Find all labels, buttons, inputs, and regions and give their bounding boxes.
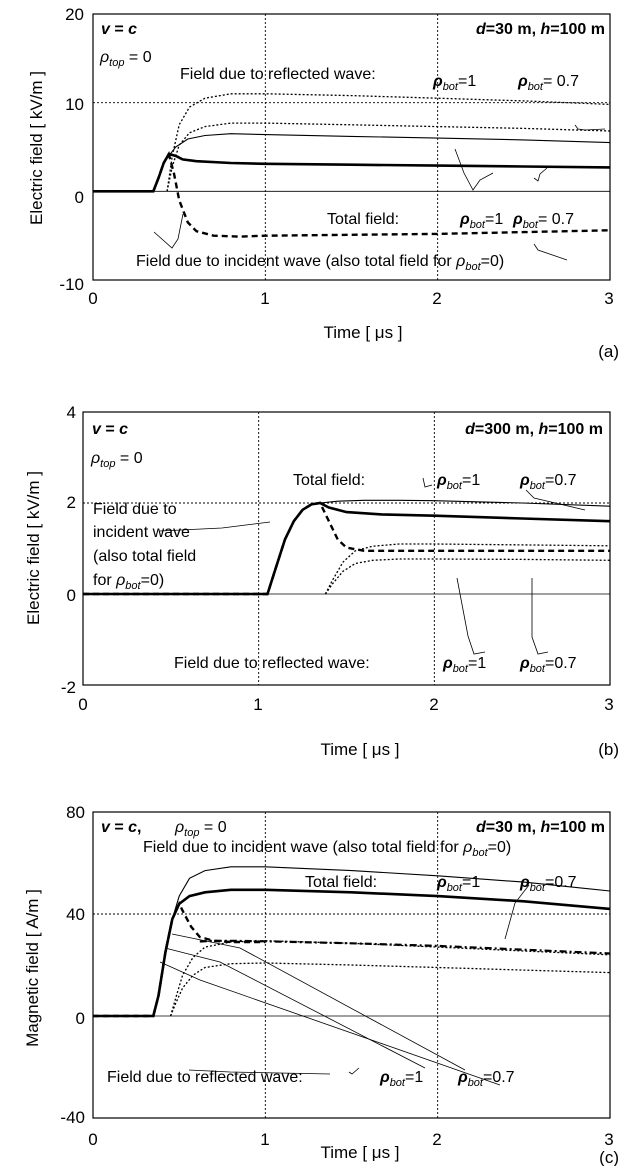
y-tick-label: 0 <box>76 1009 85 1028</box>
rho-top-annotation: ρtop = 0 <box>174 819 227 839</box>
x-tick-label: 0 <box>78 695 87 714</box>
y-tick-label: 0 <box>75 188 84 207</box>
x-tick-label: 2 <box>432 1130 441 1149</box>
y-tick-label: 0 <box>67 586 76 605</box>
x-tick-label: 2 <box>429 695 438 714</box>
series-line-1 <box>93 888 611 1018</box>
series-line-1 <box>93 152 611 193</box>
plot-frame <box>92 811 611 1119</box>
series-line-4 <box>199 939 611 955</box>
rho-bot-1-label: ρbot=1 <box>432 73 476 93</box>
leader-lines <box>159 477 586 655</box>
y-tick-label: -2 <box>61 678 76 697</box>
total-field-label: Total field: <box>293 472 365 489</box>
y-tick-label: -40 <box>60 1108 85 1127</box>
y-axis-label: Magnetic field [ A/m ] <box>23 889 42 1047</box>
x-tick-label: 2 <box>432 289 441 308</box>
y-axis-label: Electric field [ kV/m ] <box>27 71 46 225</box>
velocity-annotation: v = c, <box>101 819 142 836</box>
total-field-label: Total field: <box>327 211 399 228</box>
series-line-2 <box>93 133 611 192</box>
incident-wave-label: Field due to incident wave (also total f… <box>136 253 504 273</box>
x-axis-label: Time [ μs ] <box>320 1143 399 1162</box>
panel-label: (b) <box>598 740 619 759</box>
series-line-4 <box>166 93 611 192</box>
reflected-wave-label: Field due to reflected wave: <box>107 1069 303 1086</box>
series-line-4 <box>324 543 611 595</box>
series-line-6 <box>169 962 611 1017</box>
leader-lines <box>159 884 530 1086</box>
y-tick-label: 20 <box>65 5 84 24</box>
x-tick-label: 3 <box>604 1130 613 1149</box>
x-tick-label: 3 <box>604 695 613 714</box>
x-tick-label: 1 <box>260 289 269 308</box>
x-axis-label: Time [ μs ] <box>320 740 399 759</box>
geometry-annotation: d=30 m, h=100 m <box>476 819 605 836</box>
rho-bot-07-label: ρbot= 0.7 <box>517 73 579 93</box>
x-tick-label: 1 <box>260 1130 269 1149</box>
series-line-3 <box>93 150 611 238</box>
reflected-wave-label: Field due to reflected wave: <box>174 655 370 672</box>
rho-bot-1-label: ρbot=1 <box>379 1069 423 1089</box>
leader-lines <box>153 124 606 261</box>
velocity-annotation: v = c <box>92 421 128 438</box>
panel-a: 20 10 0 -10 0 1 2 3 Time [ μs ] Electric… <box>27 5 619 361</box>
rho-top-annotation: ρtop = 0 <box>90 450 143 470</box>
x-tick-label: 3 <box>604 289 613 308</box>
rho-top-annotation: ρtop = 0 <box>99 49 152 69</box>
reflected-wave-label: Field due to reflected wave: <box>180 66 376 83</box>
series-line-2 <box>93 866 611 1017</box>
rho-bot-07-label: ρbot=0.7 <box>519 874 577 894</box>
series-line-3 <box>83 501 610 596</box>
velocity-annotation: v = c <box>101 21 137 38</box>
rho-bot-07-label: ρbot=0.7 <box>519 655 577 675</box>
y-axis-label: Electric field [ kV/m ] <box>24 471 43 625</box>
series-layer <box>93 93 611 238</box>
incident-wave-label: Field due to incident wave (also total f… <box>143 839 511 859</box>
incident-wave-label: Field due to <box>93 501 177 518</box>
incident-wave-label: (also total field <box>93 548 196 565</box>
y-tick-label: -10 <box>59 275 84 294</box>
series-line-5 <box>324 558 611 595</box>
series-line-5 <box>169 940 611 1017</box>
y-tick-label: 10 <box>65 95 84 114</box>
incident-wave-label: for ρbot=0) <box>93 572 164 592</box>
panel-c: 80 40 0 -40 0 1 2 3 Time [ μs ] Magnetic… <box>23 803 619 1166</box>
panel-label: (c) <box>599 1148 619 1166</box>
series-line-5 <box>166 122 611 192</box>
rho-bot-1-label: ρbot=1 <box>436 472 480 492</box>
rho-bot-07-label: ρbot=0.7 <box>457 1069 515 1089</box>
series-layer <box>93 866 611 1018</box>
series-layer <box>83 499 611 596</box>
plot-frame <box>82 411 611 686</box>
rho-bot-1-label: ρbot=1 <box>442 655 486 675</box>
rho-bot-1-label: ρbot=1 <box>436 874 480 894</box>
y-tick-label: 4 <box>67 403 76 422</box>
y-tick-label: 80 <box>66 803 85 822</box>
total-field-label: Total field: <box>305 874 377 891</box>
series-line-3 <box>93 901 266 1018</box>
gridlines <box>93 812 610 1118</box>
geometry-annotation: d=300 m, h=100 m <box>465 421 603 438</box>
y-tick-label: 40 <box>66 905 85 924</box>
incident-wave-label: incident wave <box>93 524 190 541</box>
x-tick-label: 0 <box>88 1130 97 1149</box>
y-tick-label: 2 <box>67 493 76 512</box>
panel-b: 4 2 0 -2 0 1 2 3 Time [ μs ] Electric fi… <box>24 403 619 759</box>
rho-bot-07-label: ρbot=0.7 <box>519 472 577 492</box>
x-axis-label: Time [ μs ] <box>323 323 402 342</box>
rho-bot-1-label: ρbot=1 <box>459 211 503 231</box>
x-tick-label: 1 <box>253 695 262 714</box>
x-tick-label: 0 <box>88 289 97 308</box>
panel-label: (a) <box>598 342 619 361</box>
geometry-annotation: d=30 m, h=100 m <box>476 21 605 38</box>
plot-frame <box>92 13 611 281</box>
gridlines <box>93 14 610 280</box>
rho-bot-07-label: ρbot= 0.7 <box>512 211 574 231</box>
